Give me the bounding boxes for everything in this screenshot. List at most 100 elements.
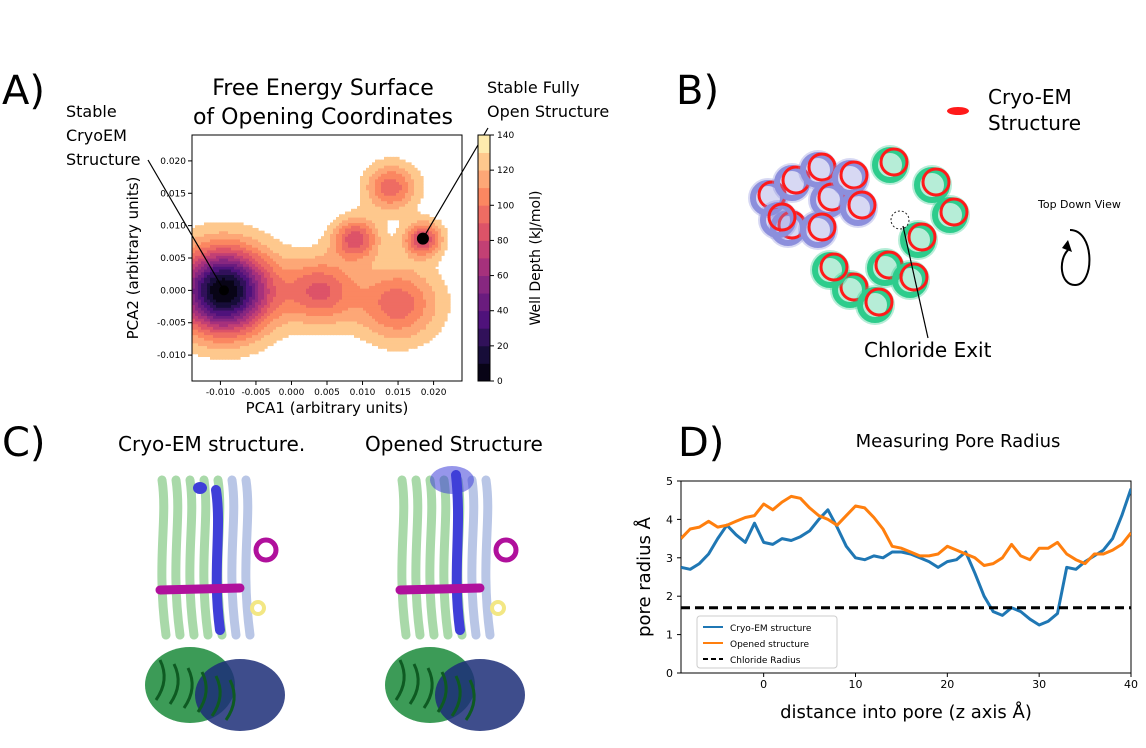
fes-xtick-label: -0.010 — [206, 388, 235, 398]
colorbar-band — [478, 293, 490, 312]
pore-legend-box — [696, 615, 838, 669]
pore-xtick-label: 20 — [940, 678, 954, 691]
pore-series-line — [681, 488, 1131, 627]
pore-legend-label: Opened structure — [730, 640, 809, 650]
tm-helix — [439, 475, 453, 640]
panel-a-title-line2: of Opening Coordinates — [192, 105, 454, 130]
colorbar-frame — [477, 134, 491, 382]
pore-ylabel: pore radius Å — [633, 516, 655, 637]
tm-helix — [185, 475, 199, 640]
fes-ytick-label: 0.020 — [160, 157, 186, 167]
annotation-cryoem-line1: Stable — [66, 102, 117, 121]
cryoem-legend-swatch — [947, 107, 969, 115]
tm-helix — [467, 475, 481, 640]
fes-xtick-label: 0.020 — [421, 388, 447, 398]
cryoem-legend-label: Cryo-EM Structure — [988, 84, 1081, 136]
pore-legend-label: Chloride Radius — [730, 656, 801, 666]
cryoem-helix — [921, 167, 951, 197]
amphipathic-helix — [395, 583, 485, 595]
fes-xtick-label: 0.000 — [279, 388, 305, 398]
fes-ytick-label: -0.010 — [157, 351, 186, 361]
nbd-strand — [464, 679, 476, 721]
opened-pore-density — [430, 466, 474, 494]
fes-xlabel: PCA1 (arbitrary units) — [246, 399, 409, 417]
nbd-strand — [450, 675, 462, 717]
annotation-open: Stable Fully Open Structure — [487, 76, 609, 124]
colorbar-label: Well Depth (kJ/mol) — [528, 191, 544, 326]
core-helix — [211, 485, 225, 635]
chloride-pore — [890, 210, 910, 230]
colorbar-band — [478, 310, 490, 329]
tm-helix — [411, 475, 425, 640]
pore-legend-label: Cryo-EM structure — [730, 624, 812, 634]
cryoem-legend-line2: Structure — [988, 111, 1082, 135]
cryoem-structure-render — [145, 475, 285, 731]
panel-d-letter: D) — [678, 420, 725, 466]
pore-ytick-label: 1 — [666, 629, 673, 642]
annotation-open-line1: Stable Fully — [487, 78, 580, 97]
fes-ylabel: PCA2 (arbitrary units) — [124, 177, 142, 340]
tm-helix — [199, 475, 213, 640]
tm-helix — [425, 475, 439, 640]
colorbar-tick-label: 60 — [497, 272, 509, 282]
nbd-strand — [168, 663, 180, 705]
annotation-cryoem-line2: CryoEM — [66, 126, 127, 145]
cryoem-helix — [847, 190, 877, 220]
fes-ytick-label: -0.005 — [157, 319, 186, 329]
nbd-strand — [436, 671, 448, 713]
colorbar-band — [478, 240, 490, 259]
colorbar-band — [478, 345, 490, 364]
rotation-arrow-icon — [1060, 229, 1091, 287]
cryoem-helix — [807, 152, 837, 182]
closed-pore-density — [193, 482, 207, 494]
fes-xtick-label: 0.010 — [350, 388, 376, 398]
pore-ytick-label: 5 — [666, 475, 673, 488]
amphipathic-helix — [155, 583, 245, 595]
colorbar-band — [478, 170, 490, 189]
yellow-loop — [490, 600, 506, 616]
pore-series-line — [681, 494, 1131, 567]
pore-xlabel: distance into pore (z axis Å) — [780, 701, 1032, 723]
cryoem-legend-line1: Cryo-EM — [988, 85, 1072, 109]
colorbar-tick-label: 20 — [497, 342, 509, 352]
colorbar-tick-label: 100 — [497, 201, 514, 211]
nbd-strand — [394, 659, 406, 701]
cryoem-helix — [899, 262, 929, 292]
chloride-exit-pointer — [902, 225, 929, 339]
pore-ytick-label: 0 — [666, 667, 673, 680]
colorbar-tick-label: 0 — [497, 377, 503, 387]
nbd-strand — [224, 679, 236, 721]
top-down-view-label: Top Down View — [1038, 198, 1121, 211]
annotation-open-line2: Open Structure — [487, 102, 610, 121]
annotation-cryoem: Stable CryoEM Structure — [66, 100, 140, 172]
fes-ytick-label: 0.005 — [160, 254, 186, 264]
colorbar-band — [478, 328, 490, 347]
annotation-open-pointer — [422, 127, 489, 239]
panel-a-title-line1: Free Energy Surface — [212, 76, 434, 101]
panel-b-letter: B) — [676, 68, 720, 114]
pore-ytick-label: 2 — [666, 590, 673, 603]
cryoem-helix — [839, 160, 869, 190]
nbd-strand — [408, 663, 420, 705]
pore-xtick-label: 30 — [1032, 678, 1046, 691]
pore-xtick-label: 40 — [1124, 678, 1138, 691]
pore-ytick-label: 4 — [666, 513, 673, 526]
cryoem-helix — [939, 197, 969, 227]
tm-helix — [157, 475, 171, 640]
cryoem-helix — [879, 147, 909, 177]
nbd-strand — [422, 667, 434, 709]
colorbar-band — [478, 222, 490, 241]
panel-a-letter: A) — [2, 68, 45, 114]
fes-ytick-label: 0.010 — [160, 222, 186, 232]
pore-ytick-label: 3 — [666, 552, 673, 565]
fes-ytick-label: 0.015 — [160, 189, 186, 199]
colorbar-band — [478, 275, 490, 294]
colorbar-band — [478, 135, 490, 153]
tm-helix — [171, 475, 185, 640]
pore-xtick-label: 0 — [760, 678, 767, 691]
cryoem-helix — [907, 222, 937, 252]
colorbar-band — [478, 152, 490, 171]
colorbar-band — [478, 363, 490, 382]
